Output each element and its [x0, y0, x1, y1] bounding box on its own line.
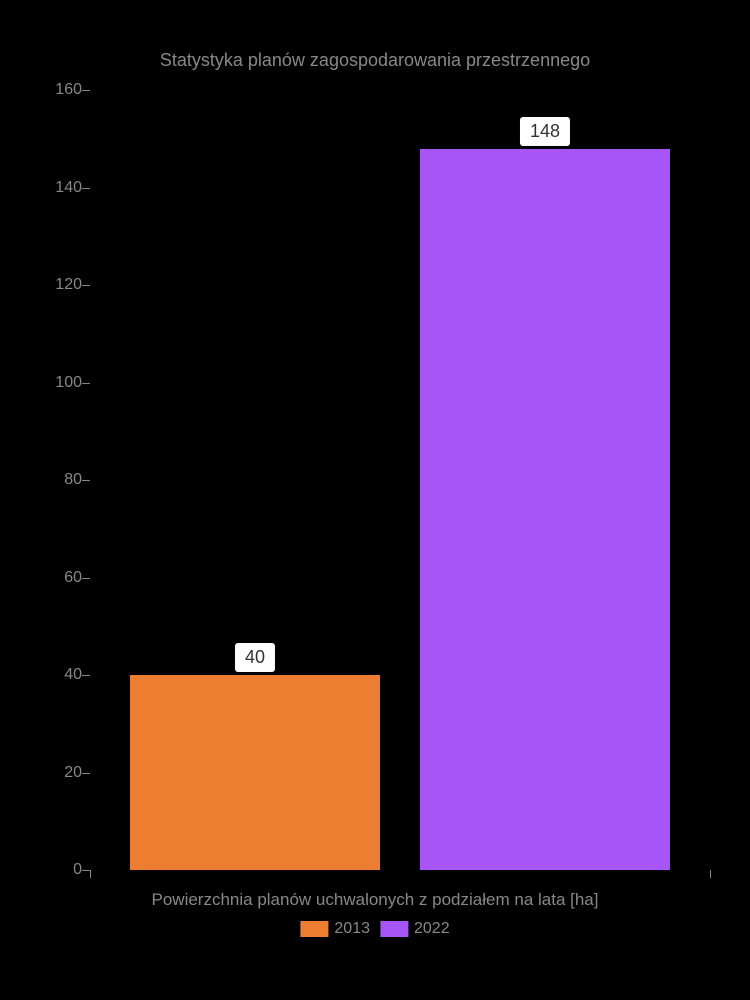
x-tick-mark: [710, 870, 711, 878]
x-axis-title: Powierzchnia planów uchwalonych z podzia…: [0, 890, 750, 910]
y-tick-mark: [82, 285, 90, 286]
legend-swatch: [300, 921, 328, 937]
y-tick-label: 120: [55, 276, 82, 294]
chart-container: Statystyka planów zagospodarowania przes…: [0, 0, 750, 1000]
value-label-2022: 148: [520, 117, 570, 146]
y-tick-mark: [82, 578, 90, 579]
y-tick-mark: [82, 480, 90, 481]
y-tick-label: 140: [55, 179, 82, 197]
y-tick-mark: [82, 773, 90, 774]
y-tick-mark: [82, 870, 90, 871]
y-tick-mark: [82, 383, 90, 384]
bar-2022: [420, 149, 670, 871]
y-tick-label: 40: [64, 666, 82, 684]
y-tick-mark: [82, 675, 90, 676]
bar-2013: [130, 675, 380, 870]
legend-item-2013: 2013: [300, 920, 370, 938]
y-tick-label: 160: [55, 81, 82, 99]
y-tick-label: 100: [55, 374, 82, 392]
y-tick-mark: [82, 90, 90, 91]
x-tick-mark: [90, 870, 91, 878]
y-tick-label: 80: [64, 471, 82, 489]
legend-label: 2013: [334, 920, 370, 938]
plot-area: 40 148: [90, 90, 710, 870]
y-tick-label: 60: [64, 569, 82, 587]
y-tick-mark: [82, 188, 90, 189]
legend-label: 2022: [414, 920, 450, 938]
legend: 2013 2022: [300, 920, 449, 938]
legend-swatch: [380, 921, 408, 937]
chart-title: Statystyka planów zagospodarowania przes…: [0, 50, 750, 71]
legend-item-2022: 2022: [380, 920, 450, 938]
y-tick-label: 0: [73, 861, 82, 879]
value-label-2013: 40: [235, 643, 275, 672]
y-tick-label: 20: [64, 764, 82, 782]
